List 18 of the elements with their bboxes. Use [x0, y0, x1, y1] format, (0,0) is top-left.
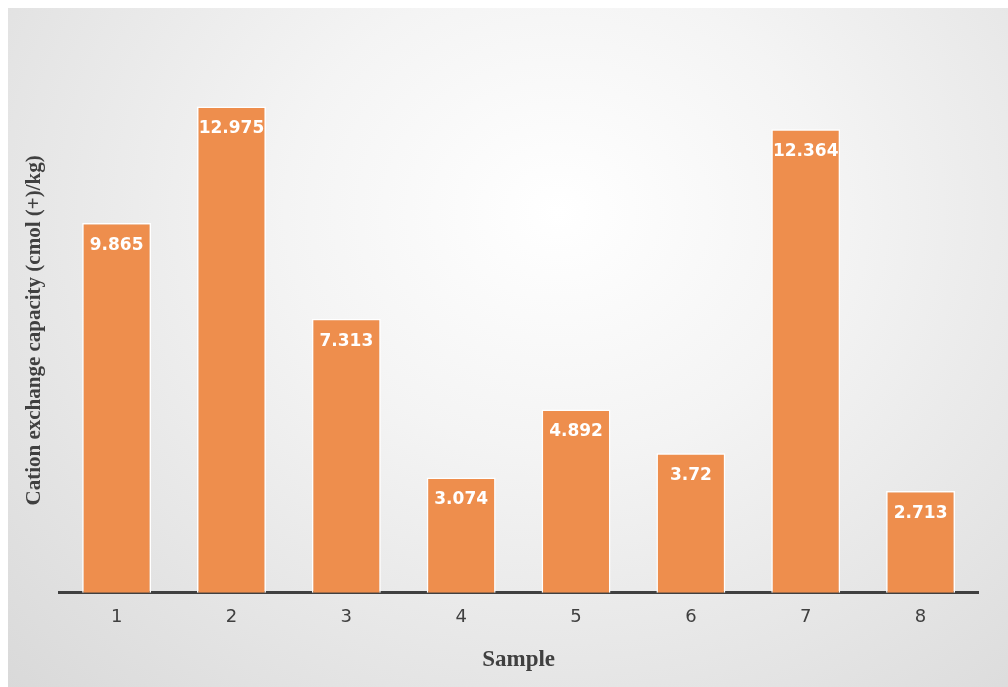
data-label: 2.713: [893, 502, 948, 523]
x-tick-label: 8: [914, 605, 927, 627]
x-tick-label: 4: [455, 605, 467, 627]
data-label: 4.892: [549, 420, 603, 441]
x-tick-label: 1: [110, 605, 123, 627]
x-tick-label: 3: [340, 605, 353, 627]
data-label: 3.72: [669, 464, 712, 485]
data-label: 12.975: [198, 117, 265, 138]
y-axis-title: Cation exchange capacity (cmol (+)/kg): [21, 155, 46, 506]
data-label: 9.865: [89, 233, 144, 254]
x-tick-label: 6: [685, 605, 697, 627]
x-axis-title: Sample: [482, 646, 556, 672]
data-label: 12.364: [772, 140, 839, 161]
x-tick-label: 2: [225, 605, 238, 627]
data-label: 3.074: [434, 488, 489, 509]
data-label: 7.313: [319, 329, 374, 350]
x-tick-label: 7: [800, 605, 812, 627]
x-tick-label: 5: [570, 605, 582, 627]
